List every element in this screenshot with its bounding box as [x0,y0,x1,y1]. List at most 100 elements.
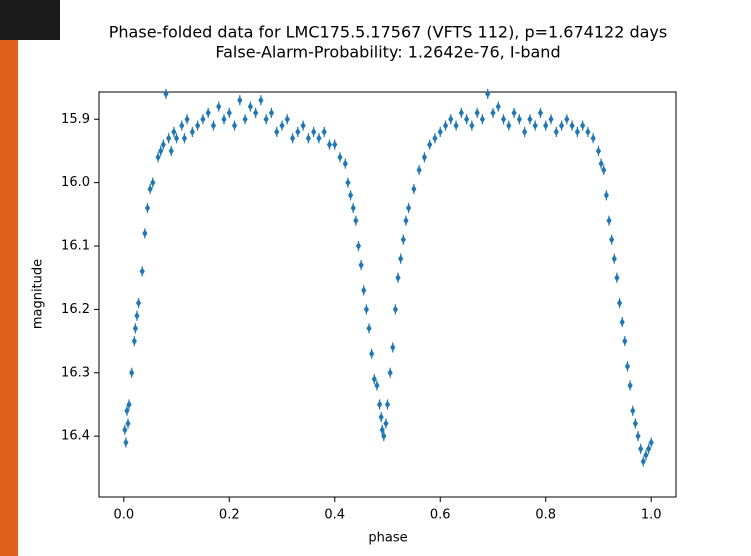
data-point [598,159,604,168]
data-point [474,108,480,117]
data-point [543,121,549,130]
chart-title: Phase-folded data for LMC175.5.17567 (VF… [109,23,667,42]
x-tick-label: 0.0 [113,508,134,523]
data-point [603,191,609,200]
x-tick-label: 1.0 [641,508,662,523]
data-point [337,153,343,162]
data-point [181,134,188,143]
y-axis-label: magnitude [31,259,46,329]
data-point [171,127,177,136]
data-point [548,115,554,124]
data-point [353,216,359,225]
data-point [131,337,137,346]
data-point [123,438,129,447]
data-point [279,121,285,130]
data-point [622,337,628,346]
data-point [332,140,338,149]
data-point [416,165,422,174]
y-tick-label: 16.1 [61,239,90,254]
data-point [569,121,575,130]
data-point [168,146,174,155]
data-point [395,273,401,282]
chart-subtitle: False-Alarm-Probability: 1.2642e-76, I-b… [215,43,560,62]
data-point [147,184,153,193]
data-point [532,121,538,130]
data-point [134,311,140,320]
data-point [258,96,264,105]
y-tick-label: 16.2 [61,302,90,317]
data-point [163,89,169,98]
data-point [527,115,533,124]
data-point [366,324,372,333]
data-point [216,102,222,111]
data-point [442,121,449,130]
data-point [506,121,512,130]
data-point [381,432,387,441]
data-point [611,254,617,263]
data-point [295,127,301,136]
data-point [648,438,654,447]
data-point [485,89,491,98]
data-point [458,108,464,117]
x-tick-label: 0.8 [535,508,556,523]
data-point [432,134,438,143]
data-point [427,140,433,149]
data-point [601,165,607,174]
data-point [144,203,151,212]
data-point [237,96,243,105]
data-point [585,127,591,136]
y-tick-label: 16.0 [61,175,90,190]
data-point [350,203,356,212]
data-point [311,127,317,136]
data-point [643,451,649,460]
data-point [490,108,496,117]
data-point [558,121,565,130]
data-point [155,153,161,162]
data-point [284,115,290,124]
y-tick-label: 15.9 [61,112,90,127]
data-point [142,229,148,238]
data-point [355,242,362,251]
data-point [469,121,475,130]
data-point [160,140,166,149]
data-point [574,127,580,136]
x-axis-label: phase [368,531,407,546]
data-point [398,254,404,263]
data-point [371,375,377,384]
data-point [606,216,612,225]
data-point [500,115,507,124]
data-point [205,108,211,117]
data-point [321,127,327,136]
data-point [122,425,128,434]
data-point [200,115,206,124]
data-point [135,299,142,308]
data-point [210,121,217,130]
data-point [150,178,156,187]
data-point [537,108,544,117]
data-point [400,235,406,244]
data-point [609,235,615,244]
data-point [405,203,412,212]
data-point [300,121,306,130]
data-point [347,191,354,200]
data-point [363,305,370,314]
data-point [630,406,636,415]
data-point [253,108,259,117]
data-point [274,127,280,136]
x-tick-label: 0.4 [324,508,345,523]
data-point [345,178,351,187]
data-point [242,115,248,124]
window-corner [0,0,60,40]
data-point [448,115,454,124]
data-point [173,134,180,143]
data-point [595,146,602,155]
data-point [126,400,132,409]
data-point [635,432,641,441]
data-point [124,406,130,415]
data-point [358,261,364,270]
y-tick-label: 16.4 [61,429,90,444]
data-point [189,127,195,136]
data-point [326,140,333,149]
